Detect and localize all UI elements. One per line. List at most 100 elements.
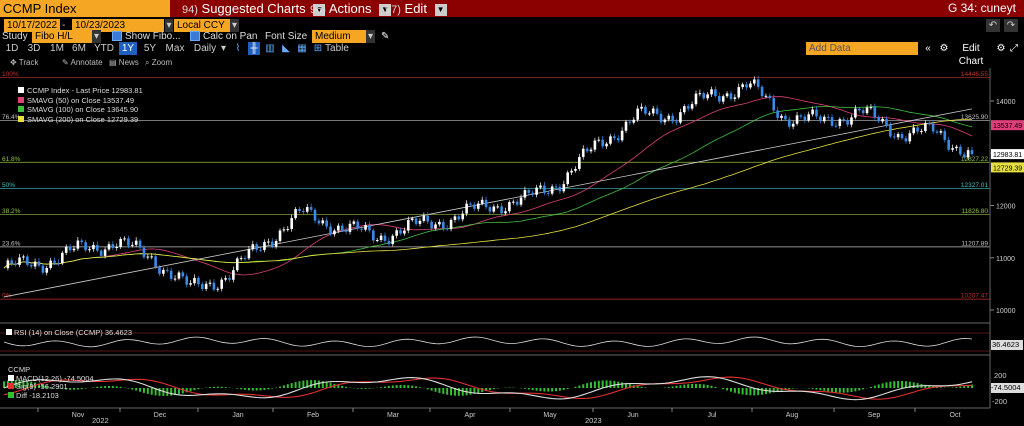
gear-icon[interactable]: ⚙: [939, 43, 949, 54]
table-button[interactable]: Table: [325, 43, 349, 54]
calc-on-pan-checkbox[interactable]: [190, 31, 200, 41]
period-max[interactable]: Max: [165, 43, 185, 54]
period-1y[interactable]: 1Y: [119, 42, 137, 55]
menu-actions[interactable]: 96) Actions ▼: [310, 0, 392, 17]
chevron-down-icon[interactable]: ▾: [92, 30, 101, 43]
font-size-select[interactable]: Medium: [312, 30, 366, 43]
show-fibo-label: Show Fibo...: [125, 31, 181, 42]
candle-body: [391, 235, 395, 245]
candle-body: [80, 240, 84, 243]
start-date-field[interactable]: 10/17/2022: [4, 19, 60, 32]
grid-icon[interactable]: ⊞: [313, 43, 323, 54]
chevron-down-icon[interactable]: ▾: [230, 19, 239, 32]
macd-histogram-bar: [722, 388, 725, 390]
candle-body: [679, 112, 682, 123]
add-data-input[interactable]: Add Data: [806, 42, 918, 55]
candle-body: [546, 192, 550, 194]
menu-suggested-charts[interactable]: 94) Suggested Charts ▼: [182, 0, 326, 17]
candle-body: [290, 218, 293, 230]
period-1m[interactable]: 1M: [50, 43, 64, 54]
menu-prefix: 94): [182, 4, 198, 16]
candle-body: [76, 240, 80, 249]
macd-histogram-bar: [294, 382, 297, 388]
edit-chart-button[interactable]: Edit Chart: [958, 43, 984, 67]
candle-body: [53, 260, 56, 263]
macd-histogram-bar: [69, 388, 72, 390]
menu-edit[interactable]: 97) Edit ▼: [385, 0, 447, 17]
end-date-field[interactable]: 10/23/2023: [72, 19, 164, 32]
legend-item: Diff -18.2103: [8, 391, 94, 401]
undo-icon[interactable]: ↶: [986, 19, 1000, 32]
zoom-tool[interactable]: ⌕ Zoom: [145, 57, 172, 69]
candle-body: [764, 95, 768, 97]
frequency-select[interactable]: Daily: [193, 43, 217, 54]
macd-histogram-bar: [321, 381, 324, 388]
period-ytd[interactable]: YTD: [94, 43, 114, 54]
chevron-down-icon: ▼: [313, 3, 326, 16]
macd-histogram-bar: [407, 385, 410, 388]
redo-icon[interactable]: ↷: [1004, 19, 1018, 32]
calendar-dropdown[interactable]: ▾: [165, 19, 173, 32]
macd-histogram-bar: [286, 384, 289, 388]
chevron-down-icon[interactable]: ▾: [220, 43, 227, 54]
settings-icon[interactable]: ⚙: [996, 43, 1006, 54]
annotate-tool[interactable]: ✎ Annotate: [62, 57, 103, 69]
candle-body: [745, 84, 748, 88]
bar-chart-icon[interactable]: ▥: [265, 43, 275, 54]
area-chart-icon[interactable]: ◣: [282, 43, 290, 54]
candle-body: [356, 221, 360, 229]
price-tag: [991, 162, 1024, 173]
candle-body: [760, 86, 764, 97]
line-chart-icon[interactable]: ⌇: [235, 43, 241, 54]
macd-histogram-bar: [415, 386, 418, 388]
pen-icon[interactable]: ✎: [381, 31, 390, 42]
macd-histogram-bar: [959, 386, 962, 388]
show-fibo-checkbox[interactable]: [112, 31, 122, 41]
period-6m[interactable]: 6M: [72, 43, 86, 54]
macd-histogram-bar: [360, 388, 363, 389]
price-tag-label: 12729.39: [993, 165, 1022, 172]
chart-type-icon[interactable]: ▦: [297, 43, 307, 54]
macd-histogram-bar: [815, 388, 818, 390]
period-5y[interactable]: 5Y: [143, 43, 157, 54]
candle-body: [484, 199, 488, 208]
macd-histogram-bar: [761, 388, 764, 395]
candle-body: [601, 139, 604, 147]
candle-body: [616, 138, 620, 141]
expand-icon[interactable]: ⤢: [1010, 43, 1018, 54]
candle-chart-icon[interactable]: ╫: [248, 42, 260, 55]
track-tool[interactable]: ✥ Track: [10, 57, 38, 69]
period-3d[interactable]: 3D: [27, 43, 41, 54]
macd-histogram-bar: [593, 381, 596, 388]
macd-histogram-bar: [96, 386, 99, 388]
price-tick-label: 10000: [996, 308, 1016, 315]
macd-histogram-bar: [901, 380, 904, 388]
candle-body: [834, 125, 838, 127]
currency-field[interactable]: Local CCY: [174, 19, 230, 32]
macd-histogram-bar: [247, 388, 250, 391]
candle-body: [395, 230, 398, 236]
candle-body: [492, 206, 496, 212]
macd-histogram-bar: [683, 384, 686, 388]
macd-histogram-bar: [691, 383, 694, 388]
period-1d[interactable]: 1D: [5, 43, 19, 54]
tool-label: Zoom: [151, 58, 173, 67]
study-label: Study: [2, 31, 28, 42]
macd-histogram-bar: [197, 388, 200, 390]
ticker-field[interactable]: CCMP Index: [0, 0, 170, 17]
rsi-label: RSI (14) on Close (CCMP) 36.4623: [6, 328, 132, 337]
macd-histogram-bar: [912, 382, 915, 388]
macd-histogram-bar: [675, 385, 678, 388]
macd-histogram-bar: [142, 388, 145, 393]
chevron-down-icon[interactable]: ▾: [366, 30, 375, 43]
candle-body: [799, 115, 803, 117]
study-select[interactable]: Fibo H/L: [32, 30, 92, 43]
macd-histogram-bar: [57, 388, 60, 389]
macd-histogram-bar: [531, 388, 534, 391]
fibo-value-label: 11207.89: [961, 240, 988, 247]
candle-body: [857, 108, 861, 111]
macd-histogram-bar: [846, 388, 849, 393]
news-tool[interactable]: ▤ News: [109, 57, 139, 69]
chart-area[interactable]: 100% 14446.55 76.4% 13625.90 61.8% 12827.22 50…: [0, 68, 1024, 426]
collapse-icon[interactable]: «: [925, 43, 931, 54]
